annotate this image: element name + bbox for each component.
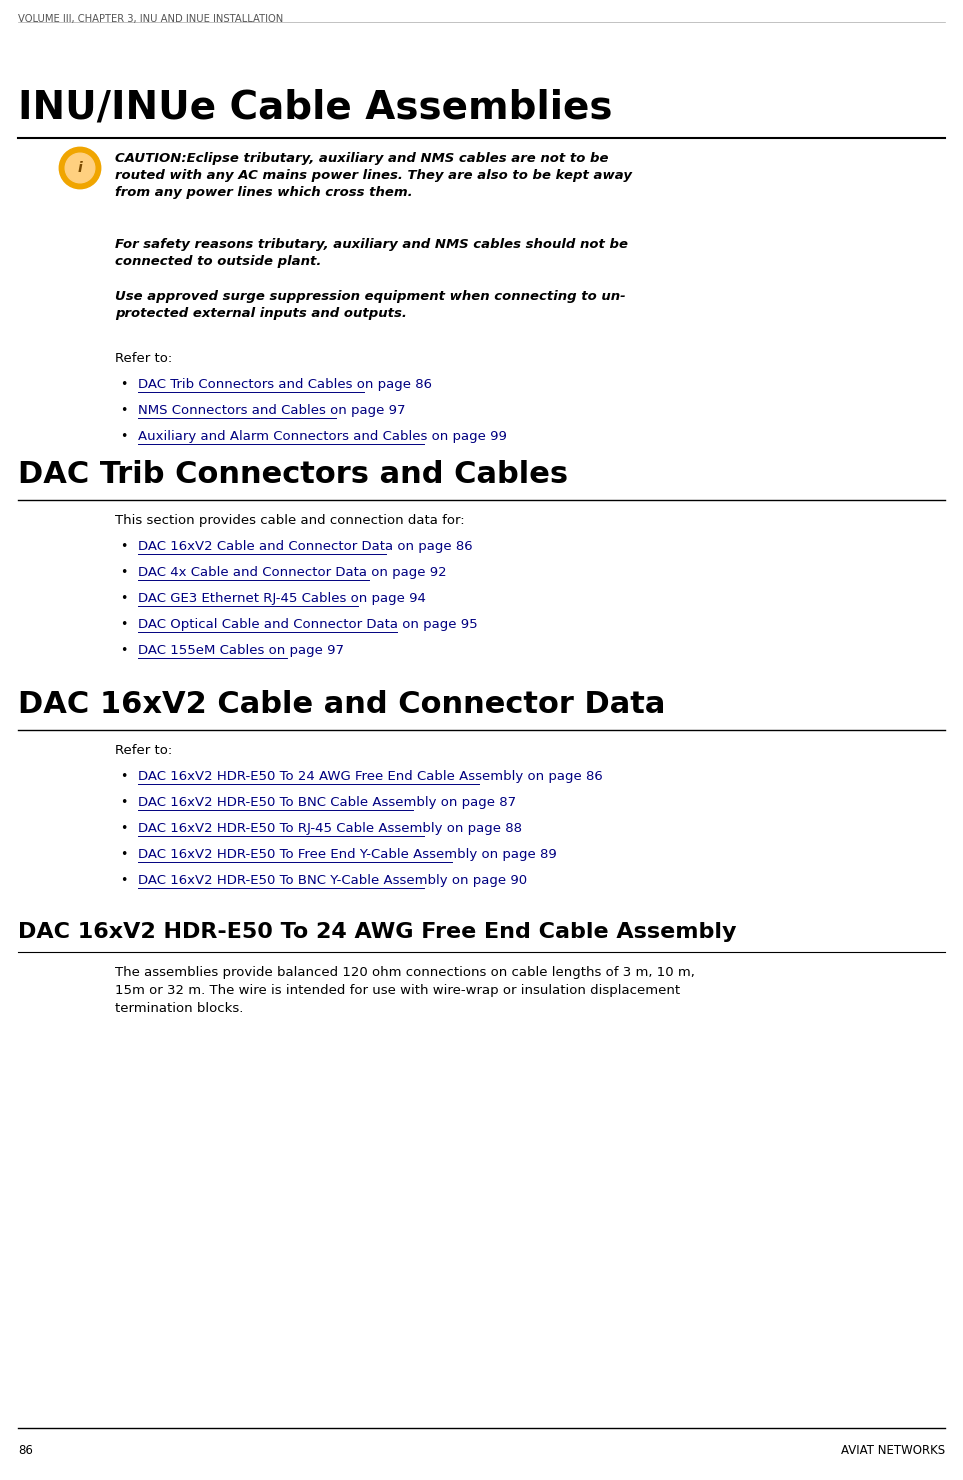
Text: Use approved surge suppression equipment when connecting to un-
protected extern: Use approved surge suppression equipment…: [115, 290, 626, 320]
Text: AVIAT NETWORKS: AVIAT NETWORKS: [841, 1444, 945, 1456]
Text: INU/INUe Cable Assemblies: INU/INUe Cable Assemblies: [18, 87, 612, 126]
Text: DAC 4x Cable and Connector Data on page 92: DAC 4x Cable and Connector Data on page …: [138, 565, 447, 579]
Text: •: •: [120, 592, 127, 605]
Text: Refer to:: Refer to:: [115, 744, 172, 756]
Text: •: •: [120, 644, 127, 657]
Text: •: •: [120, 770, 127, 783]
Text: •: •: [120, 404, 127, 417]
Text: •: •: [120, 619, 127, 630]
Text: VOLUME III, CHAPTER 3, INU AND INUE INSTALLATION: VOLUME III, CHAPTER 3, INU AND INUE INST…: [18, 13, 283, 24]
Text: CAUTION:​Eclipse tributary, auxiliary and NMS cables are not to be
routed with a: CAUTION:​Eclipse tributary, auxiliary an…: [115, 152, 632, 198]
Text: DAC 16xV2 HDR-E50 To RJ-45 Cable Assembly on page 88: DAC 16xV2 HDR-E50 To RJ-45 Cable Assembl…: [138, 821, 522, 835]
Text: •: •: [120, 821, 127, 835]
Text: DAC 16xV2 HDR-E50 To 24 AWG Free End Cable Assembly: DAC 16xV2 HDR-E50 To 24 AWG Free End Cab…: [18, 922, 737, 941]
Text: DAC 16xV2 HDR-E50 To Free End Y-Cable Assembly on page 89: DAC 16xV2 HDR-E50 To Free End Y-Cable As…: [138, 848, 557, 861]
Ellipse shape: [60, 148, 101, 189]
Text: DAC Optical Cable and Connector Data on page 95: DAC Optical Cable and Connector Data on …: [138, 619, 478, 630]
Text: DAC 155eM Cables on page 97: DAC 155eM Cables on page 97: [138, 644, 344, 657]
Text: DAC 16xV2 HDR-E50 To BNC Y-Cable Assembly on page 90: DAC 16xV2 HDR-E50 To BNC Y-Cable Assembl…: [138, 875, 527, 887]
Text: •: •: [120, 875, 127, 887]
Text: DAC Trib Connectors and Cables: DAC Trib Connectors and Cables: [18, 460, 568, 488]
Text: DAC 16xV2 Cable and Connector Data: DAC 16xV2 Cable and Connector Data: [18, 690, 665, 719]
Text: DAC 16xV2 HDR-E50 To BNC Cable Assembly on page 87: DAC 16xV2 HDR-E50 To BNC Cable Assembly …: [138, 796, 516, 810]
Text: i: i: [78, 161, 83, 175]
Text: •: •: [120, 848, 127, 861]
Text: DAC 16xV2 HDR-E50 To 24 AWG Free End Cable Assembly on page 86: DAC 16xV2 HDR-E50 To 24 AWG Free End Cab…: [138, 770, 603, 783]
Text: For safety reasons tributary, auxiliary and NMS cables should not be
connected t: For safety reasons tributary, auxiliary …: [115, 238, 628, 268]
Text: The assemblies provide balanced 120 ohm connections on cable lengths of 3 m, 10 : The assemblies provide balanced 120 ohm …: [115, 966, 695, 1015]
Text: •: •: [120, 796, 127, 810]
Ellipse shape: [65, 154, 94, 184]
Text: DAC GE3 Ethernet RJ-45 Cables on page 94: DAC GE3 Ethernet RJ-45 Cables on page 94: [138, 592, 426, 605]
Text: DAC Trib Connectors and Cables on page 86: DAC Trib Connectors and Cables on page 8…: [138, 377, 432, 391]
Text: •: •: [120, 565, 127, 579]
Text: NMS Connectors and Cables on page 97: NMS Connectors and Cables on page 97: [138, 404, 405, 417]
Text: Refer to:: Refer to:: [115, 352, 172, 366]
Text: This section provides cable and connection data for:: This section provides cable and connecti…: [115, 514, 464, 527]
Text: DAC 16xV2 Cable and Connector Data on page 86: DAC 16xV2 Cable and Connector Data on pa…: [138, 540, 473, 554]
Text: Auxiliary and Alarm Connectors and Cables on page 99: Auxiliary and Alarm Connectors and Cable…: [138, 431, 507, 443]
Text: 86: 86: [18, 1444, 33, 1456]
Text: •: •: [120, 540, 127, 554]
Text: •: •: [120, 377, 127, 391]
Text: •: •: [120, 431, 127, 443]
